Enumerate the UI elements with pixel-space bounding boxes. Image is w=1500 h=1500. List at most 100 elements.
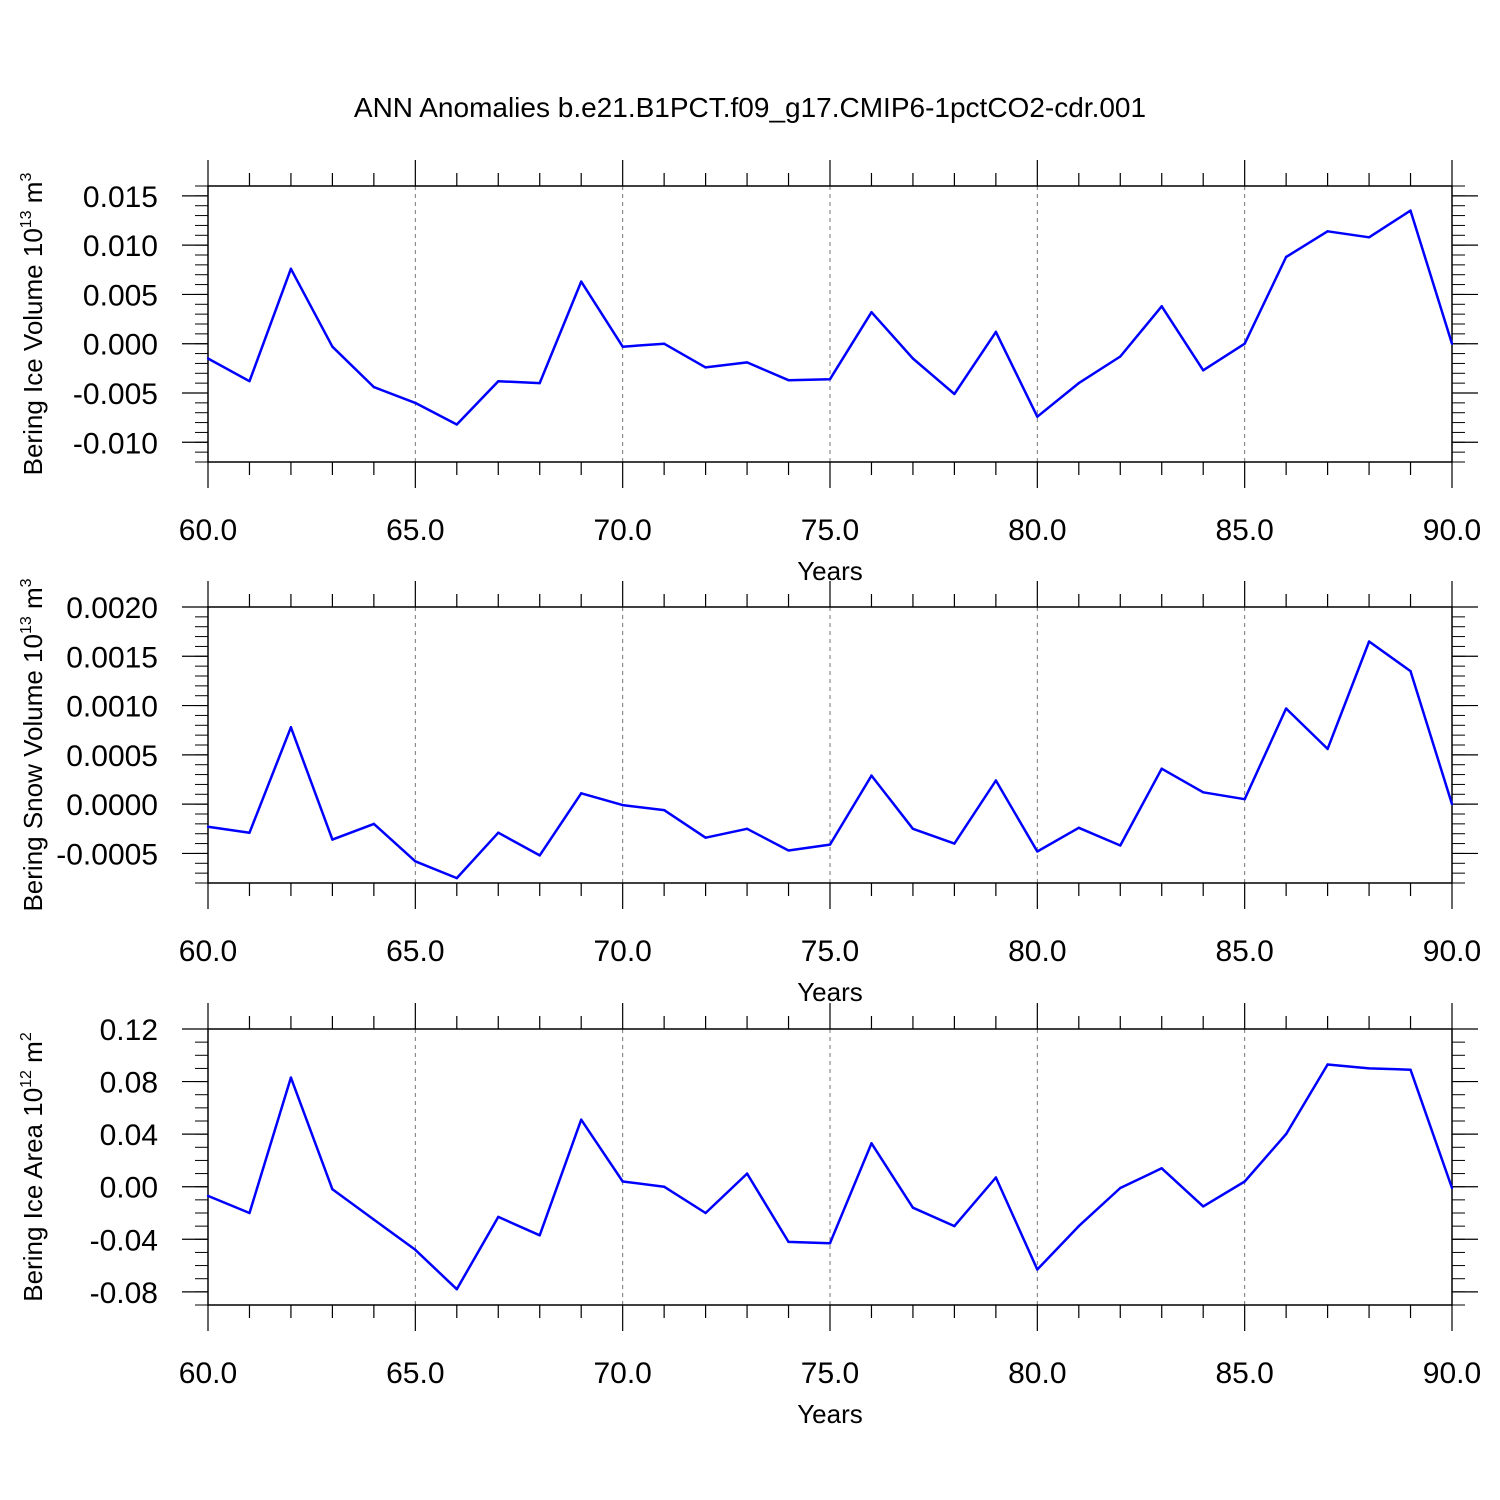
data-point xyxy=(870,1142,873,1145)
data-point xyxy=(704,1211,707,1215)
data-point xyxy=(787,1240,790,1244)
data-point xyxy=(1450,802,1454,806)
x-tick-label: 80.0 xyxy=(1008,1357,1066,1390)
data-point xyxy=(1036,1268,1039,1271)
x-axis-label: Years xyxy=(797,1399,863,1429)
data-point xyxy=(206,1194,210,1198)
y-tick-label: -0.0005 xyxy=(56,838,158,871)
y-tick-label: 0.0020 xyxy=(66,592,158,625)
x-tick-label: 60.0 xyxy=(179,514,237,547)
y-tick-label: 0.08 xyxy=(100,1067,158,1100)
data-point xyxy=(1202,1205,1205,1208)
data-point xyxy=(621,1180,624,1183)
data-point xyxy=(870,774,873,777)
y-tick-label: 0.0015 xyxy=(66,641,158,674)
x-tick-label: 65.0 xyxy=(386,1357,444,1390)
data-point xyxy=(372,385,376,389)
data-point xyxy=(455,1288,458,1291)
data-point xyxy=(497,831,500,834)
x-tick-label: 80.0 xyxy=(1008,514,1066,547)
y-tick-label: 0.04 xyxy=(100,1119,158,1152)
data-point xyxy=(994,779,998,782)
data-point xyxy=(497,379,500,383)
data-point xyxy=(331,345,334,348)
data-point xyxy=(704,836,707,839)
data-point xyxy=(1284,707,1288,710)
data-point xyxy=(414,860,417,863)
data-point xyxy=(745,1172,749,1175)
data-point xyxy=(1160,1167,1163,1170)
x-tick-label: 60.0 xyxy=(179,935,237,968)
x-tick-label: 80.0 xyxy=(1008,935,1066,968)
data-point xyxy=(1119,355,1122,358)
y-tick-label: -0.010 xyxy=(73,427,158,460)
data-point xyxy=(1367,236,1371,239)
y-axis-label: Bering Ice Area 1012 m2 xyxy=(18,1032,48,1302)
data-point xyxy=(580,792,583,795)
data-point xyxy=(372,1218,376,1221)
x-tick-label: 65.0 xyxy=(386,935,444,968)
data-point xyxy=(538,854,541,857)
data-point xyxy=(248,831,251,834)
data-point xyxy=(455,876,458,880)
data-point xyxy=(828,1242,832,1245)
y-tick-label: 0.015 xyxy=(83,181,158,214)
data-point xyxy=(497,1215,500,1219)
data-point xyxy=(1119,1186,1122,1190)
data-point xyxy=(1367,640,1371,643)
data-point xyxy=(289,1076,293,1079)
data-point xyxy=(828,843,832,846)
data-point xyxy=(1284,1132,1288,1136)
data-point xyxy=(1202,369,1205,372)
data-point xyxy=(787,378,790,382)
y-tick-label: 0.005 xyxy=(83,279,158,312)
data-point xyxy=(1077,1224,1081,1228)
data-point xyxy=(1243,1180,1246,1183)
x-tick-label: 60.0 xyxy=(179,1357,237,1390)
y-tick-label: 0.0005 xyxy=(66,740,158,773)
data-point xyxy=(248,1211,251,1215)
data-point xyxy=(206,357,210,360)
y-tick-label: -0.005 xyxy=(73,378,158,411)
y-tick-label: -0.04 xyxy=(90,1224,158,1257)
data-point xyxy=(662,808,666,812)
y-tick-label: 0.12 xyxy=(100,1014,158,1047)
y-tick-label: 0.000 xyxy=(83,329,158,362)
data-point xyxy=(1284,255,1288,259)
data-point xyxy=(1326,747,1329,751)
data-point xyxy=(206,825,210,829)
data-point xyxy=(953,1224,956,1228)
data-point xyxy=(953,392,956,396)
data-point xyxy=(414,401,417,405)
data-point xyxy=(1450,342,1454,345)
y-axis-label: Bering Ice Volume 1013 m3 xyxy=(18,173,48,476)
y-tick-label: 0.00 xyxy=(100,1172,158,1205)
x-tick-label: 65.0 xyxy=(386,514,444,547)
data-point xyxy=(248,379,251,383)
data-point xyxy=(1202,791,1205,794)
data-point xyxy=(1326,1063,1329,1066)
data-point xyxy=(1036,850,1039,853)
data-point xyxy=(911,357,915,360)
x-tick-label: 90.0 xyxy=(1423,1357,1481,1390)
data-point xyxy=(745,361,749,364)
data-point xyxy=(1119,844,1122,847)
x-tick-label: 70.0 xyxy=(593,1357,651,1390)
chart-title: ANN Anomalies b.e21.B1PCT.f09_g17.CMIP6-… xyxy=(353,92,1147,123)
data-point xyxy=(1077,826,1081,829)
x-axis-label: Years xyxy=(797,977,863,1007)
data-point xyxy=(1450,1186,1454,1190)
y-tick-label: -0.08 xyxy=(90,1277,158,1310)
data-point xyxy=(745,827,749,830)
data-point xyxy=(1367,1067,1371,1070)
panel-2: 0.0020 0.0015 0.0010 0.0005 0.0000 -0.0005 60.… xyxy=(18,578,1481,1007)
panel-1: 0.015 0.010 0.005 0.000 -0.005 -0.010 60.0 65.0… xyxy=(18,160,1481,586)
y-axis-label: Bering Snow Volume 1013 m3 xyxy=(18,578,48,911)
data-point xyxy=(994,330,998,334)
data-point xyxy=(580,280,583,283)
data-point xyxy=(1409,209,1412,212)
panel-3: 0.12 0.08 0.04 0.00 -0.04 -0.08 60.0 65.0 70.0 75… xyxy=(18,1003,1481,1429)
y-tick-label: 0.0000 xyxy=(66,789,158,822)
data-point xyxy=(1243,798,1246,801)
